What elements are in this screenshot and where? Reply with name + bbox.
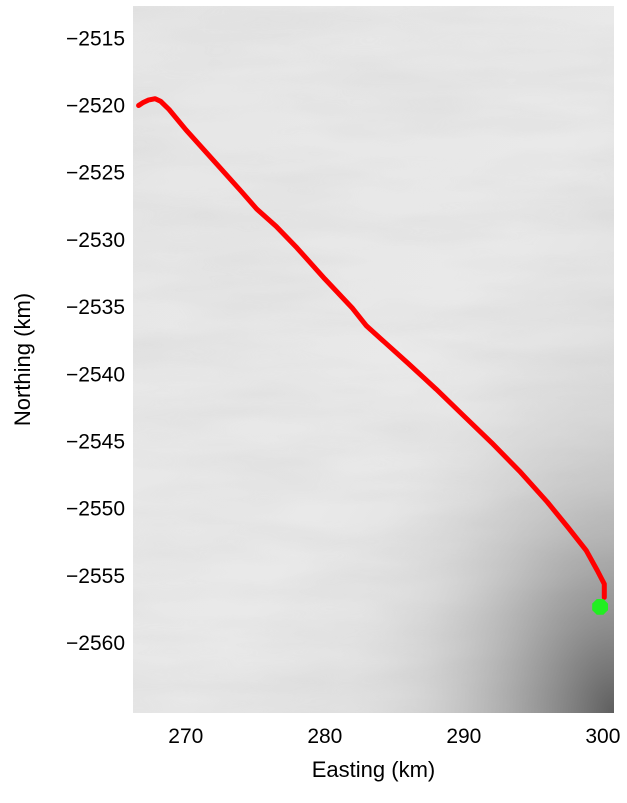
end-point-marker — [592, 599, 608, 615]
series-line-1 — [136, 96, 607, 600]
y-tick-label: −2525 — [66, 162, 125, 185]
x-tick-label: 300 — [585, 725, 620, 748]
y-tick-label: −2515 — [66, 27, 125, 50]
x-tick-label: 270 — [168, 725, 203, 748]
y-tick-label: −2560 — [66, 632, 125, 655]
y-tick-label: −2530 — [66, 229, 125, 252]
x-axis-label: Easting (km) — [312, 757, 435, 782]
dark-terrain-corner — [133, 6, 614, 713]
x-tick-label: 280 — [307, 725, 342, 748]
y-tick-label: −2555 — [66, 565, 125, 588]
y-tick-label: −2535 — [66, 296, 125, 319]
x-axis: 270 280 290 300 — [168, 725, 620, 748]
y-tick-label: −2545 — [66, 430, 125, 453]
y-axis: −2515 −2520 −2525 −2530 −2535 −2540 −2545 −2550… — [66, 27, 125, 655]
y-tick-label: −2550 — [66, 498, 125, 521]
y-tick-label: −2540 — [66, 363, 125, 386]
y-axis-label: Northing (km) — [10, 293, 35, 426]
x-tick-label: 290 — [446, 725, 481, 748]
y-tick-label: −2520 — [66, 94, 125, 117]
plot-area — [133, 6, 614, 713]
